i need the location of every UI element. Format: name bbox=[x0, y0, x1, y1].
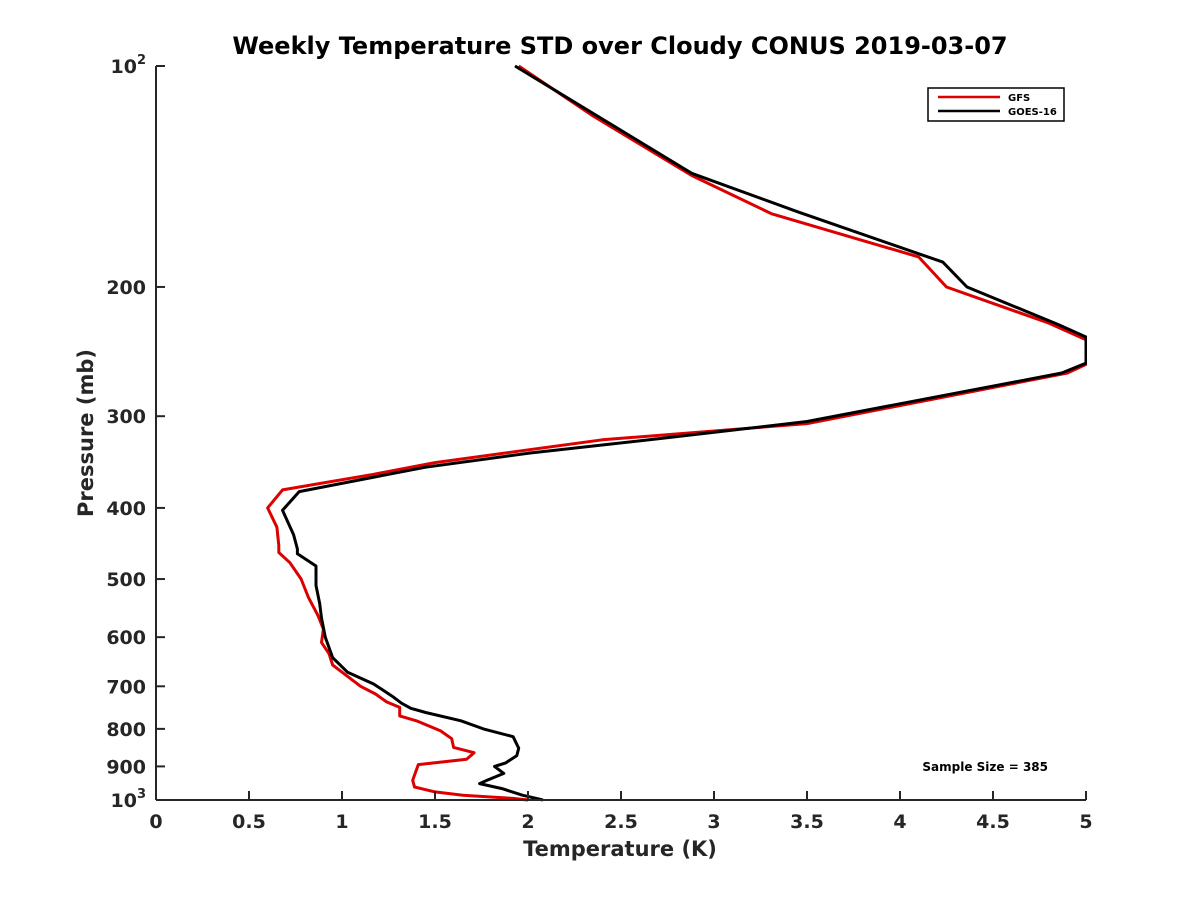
axes bbox=[155, 66, 1086, 801]
x-axis-ticks: 0 0.5 1 1.5 2 2.5 3 3.5 4 4.5 5 bbox=[149, 791, 1093, 833]
y-tick-label: 700 bbox=[106, 676, 146, 698]
y-tick-label: 500 bbox=[106, 569, 146, 591]
x-tick-label: 3 bbox=[707, 811, 720, 833]
y-tick-label: 102 bbox=[111, 53, 147, 78]
legend-label-gfs: GFS bbox=[1008, 93, 1030, 104]
y-tick-label: 900 bbox=[106, 756, 146, 778]
sample-size-annotation: Sample Size = 385 bbox=[922, 760, 1048, 774]
legend-label-goes16: GOES-16 bbox=[1008, 107, 1057, 118]
series-line-goes16 bbox=[281, 64, 1087, 802]
y-tick-label: 600 bbox=[106, 627, 146, 649]
x-tick-label: 3.5 bbox=[790, 811, 824, 833]
x-tick-label: 5 bbox=[1079, 811, 1092, 833]
chart-title: Weekly Temperature STD over Cloudy CONUS… bbox=[232, 32, 1007, 60]
y-tick-label: 400 bbox=[106, 498, 146, 520]
legend-box bbox=[927, 87, 1065, 122]
x-tick-label: 1 bbox=[335, 811, 348, 833]
x-tick-label: 2 bbox=[521, 811, 534, 833]
series-line-gfs bbox=[266, 64, 1087, 802]
y-tick-label: 103 bbox=[111, 787, 147, 812]
x-tick-label: 1.5 bbox=[418, 811, 452, 833]
y-axis-ticks: 102 200 300 400 500 600 700 800 900 103 bbox=[106, 53, 165, 812]
x-axis-label: Temperature (K) bbox=[523, 837, 717, 861]
y-tick-label: 300 bbox=[106, 406, 146, 428]
y-tick-label: 200 bbox=[106, 277, 146, 299]
y-tick-label: 800 bbox=[106, 719, 146, 741]
y-axis-label: Pressure (mb) bbox=[74, 349, 98, 517]
x-tick-label: 0 bbox=[149, 811, 162, 833]
legend: GFS GOES-16 bbox=[927, 87, 1065, 122]
x-tick-label: 4 bbox=[893, 811, 906, 833]
x-tick-label: 4.5 bbox=[976, 811, 1010, 833]
x-tick-label: 0.5 bbox=[232, 811, 266, 833]
x-tick-label: 2.5 bbox=[604, 811, 638, 833]
